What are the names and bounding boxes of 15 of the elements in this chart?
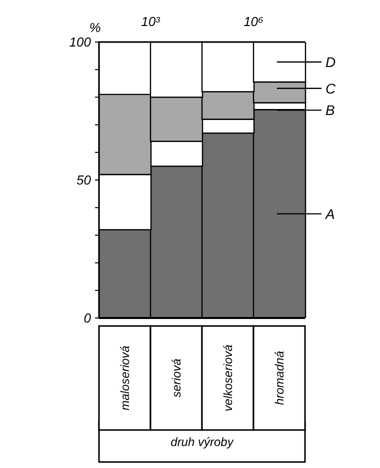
y-tick-label: 100: [69, 34, 92, 50]
y-tick-label: 0: [84, 310, 92, 326]
legend-label: D: [326, 54, 336, 70]
text: 10⁶: [244, 14, 264, 29]
legend-label: A: [324, 206, 335, 222]
x-tick-label: velkoseriová: [220, 344, 235, 412]
text: 10³: [141, 14, 161, 29]
x-axis-title: druh výroby: [170, 435, 234, 449]
legend-label: C: [326, 80, 336, 96]
x-tick-label: maloseriová: [118, 345, 132, 410]
y-axis-title: %: [89, 20, 101, 35]
legend-label: B: [326, 102, 335, 118]
x-tick-label: seriová: [169, 358, 184, 398]
x-tick-label: hromadná: [272, 350, 286, 406]
y-tick-label: 50: [76, 172, 92, 188]
